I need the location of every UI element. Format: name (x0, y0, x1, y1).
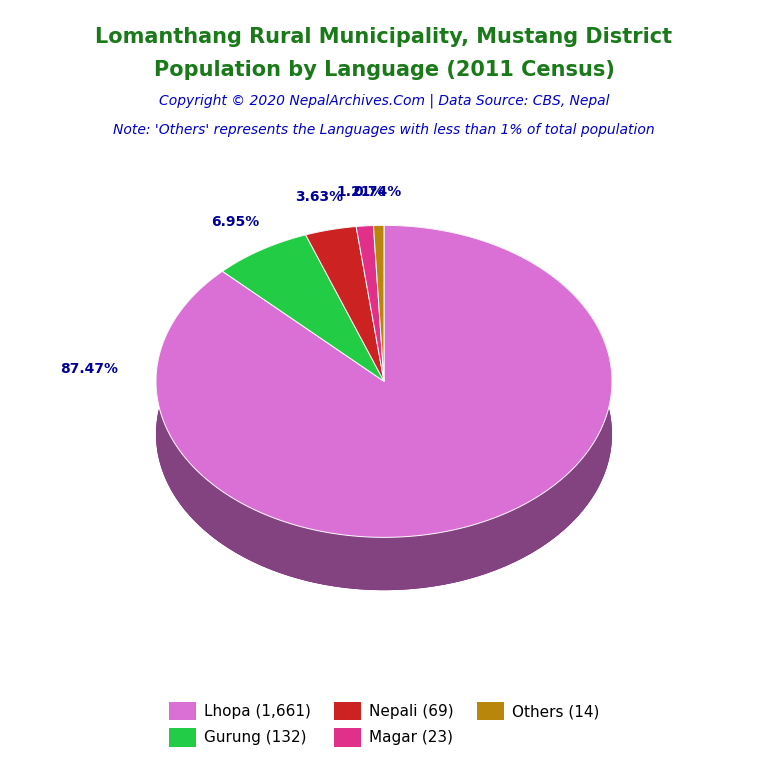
Polygon shape (306, 235, 384, 434)
Polygon shape (156, 225, 612, 538)
Text: 3.63%: 3.63% (295, 190, 343, 204)
Text: 0.74%: 0.74% (353, 185, 402, 199)
Polygon shape (356, 226, 384, 382)
Polygon shape (373, 225, 384, 382)
Polygon shape (306, 227, 384, 382)
Polygon shape (306, 235, 384, 434)
Text: Population by Language (2011 Census): Population by Language (2011 Census) (154, 60, 614, 80)
Polygon shape (356, 227, 384, 434)
Polygon shape (373, 225, 384, 278)
Text: Note: 'Others' represents the Languages with less than 1% of total population: Note: 'Others' represents the Languages … (113, 123, 655, 137)
Legend: Lhopa (1,661), Gurung (132), Nepali (69), Magar (23), Others (14): Lhopa (1,661), Gurung (132), Nepali (69)… (163, 696, 605, 753)
Ellipse shape (156, 278, 612, 590)
Text: 87.47%: 87.47% (60, 362, 118, 376)
Polygon shape (373, 226, 384, 434)
Text: 1.21%: 1.21% (336, 185, 385, 200)
Polygon shape (356, 227, 384, 434)
Text: Copyright © 2020 NepalArchives.Com | Data Source: CBS, Nepal: Copyright © 2020 NepalArchives.Com | Dat… (159, 94, 609, 108)
Polygon shape (223, 271, 384, 434)
Polygon shape (223, 235, 306, 324)
Polygon shape (356, 226, 373, 280)
Polygon shape (306, 227, 356, 288)
Polygon shape (223, 271, 384, 434)
Polygon shape (223, 235, 384, 382)
Text: 6.95%: 6.95% (211, 214, 260, 229)
Text: Lomanthang Rural Municipality, Mustang District: Lomanthang Rural Municipality, Mustang D… (95, 27, 673, 47)
Polygon shape (373, 226, 384, 434)
Polygon shape (156, 225, 612, 590)
